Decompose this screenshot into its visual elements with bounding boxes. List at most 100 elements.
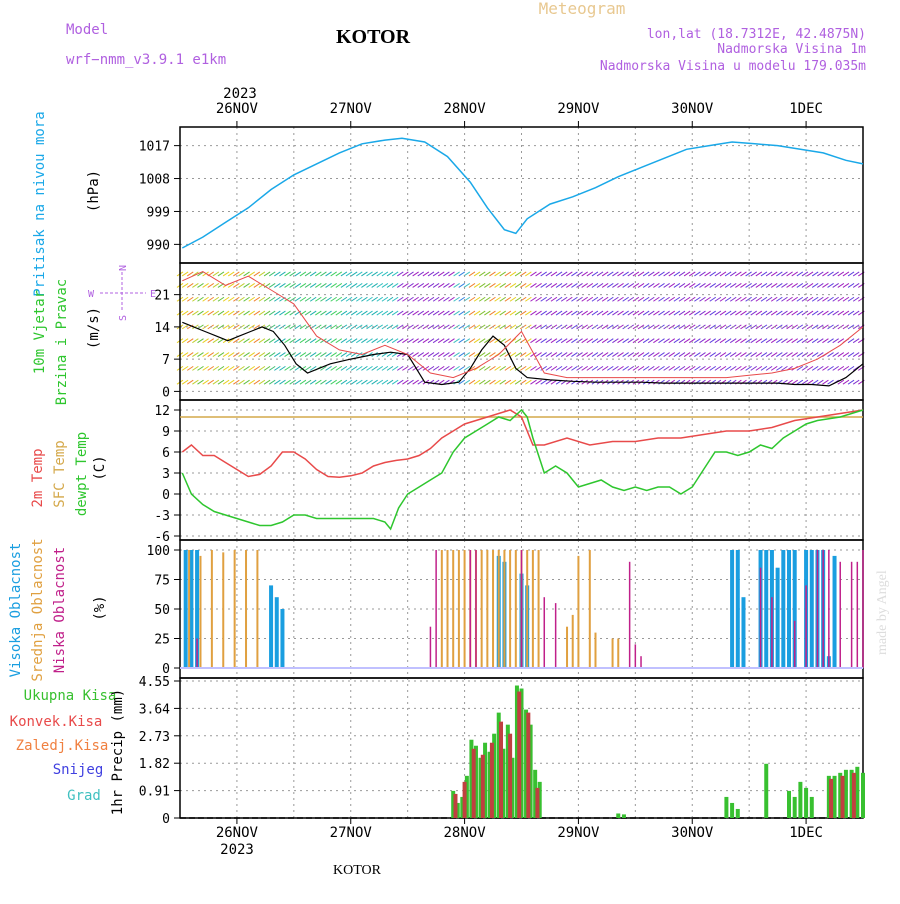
wind-barb [478, 271, 486, 277]
wind-barb [817, 338, 824, 344]
wind-barb [811, 324, 819, 330]
wind-barb [719, 271, 727, 277]
wind-barb [402, 365, 409, 371]
wind-barb [227, 271, 235, 277]
wind-barb [622, 310, 629, 316]
wind-barb [279, 271, 286, 277]
wind-barb [719, 338, 727, 344]
wind-barb [791, 310, 798, 316]
wind-barb [376, 283, 384, 288]
wind-barb [284, 310, 291, 316]
wind-barb [468, 283, 476, 288]
wind-barb [325, 365, 332, 371]
wind-barb [386, 296, 394, 302]
wind-barb [181, 310, 189, 316]
wind-barb [340, 310, 348, 316]
wind-barb [827, 352, 834, 357]
wind-barb [350, 338, 358, 344]
wind-barb [612, 310, 619, 316]
wind-barb [325, 379, 332, 385]
wind-barb [453, 365, 460, 371]
wind-barb [238, 283, 245, 288]
wind-barb [376, 338, 384, 344]
wind-barb [525, 271, 532, 277]
wind-barb [330, 338, 337, 344]
temperature-ytick-label: 9 [162, 425, 170, 440]
wind-barb [192, 379, 199, 385]
wind-barb [478, 296, 486, 302]
wind-barb [494, 296, 501, 302]
precip-bar [861, 772, 865, 818]
wind-barb [217, 365, 225, 371]
wind-barb [304, 283, 312, 288]
cloud-ytick-label: 50 [154, 603, 170, 618]
wind-barb [852, 310, 860, 316]
wind-barb [356, 365, 363, 371]
wind-barb [443, 310, 450, 316]
wind-barb [683, 283, 691, 288]
wind-barb [197, 365, 204, 371]
wind-barb [345, 338, 353, 344]
wind-barb [617, 338, 624, 344]
wind-barb [653, 271, 660, 277]
wind-barb [366, 310, 373, 316]
wind-barb [356, 296, 363, 302]
wind-barb [463, 365, 471, 371]
wind-barb [647, 271, 655, 277]
wind-barb [432, 324, 440, 330]
precip-bar [451, 790, 456, 818]
wind-barb [832, 338, 839, 344]
wind-barb [381, 296, 389, 302]
wind-barb [719, 296, 727, 302]
wind-barb [560, 296, 568, 302]
wind-barb [571, 310, 578, 316]
wind-barb [453, 310, 460, 316]
wind-barb [535, 283, 542, 288]
wind-barb [227, 379, 235, 385]
wind-barb [750, 324, 757, 330]
wind-barb [627, 296, 635, 302]
wind-ytick-label: 0 [162, 385, 170, 400]
bottom-x-tick-label: 28NOV [444, 825, 487, 841]
wind-barb [335, 365, 343, 371]
wind-barb [473, 338, 481, 344]
wind-barb [750, 271, 757, 277]
wind-barb [704, 352, 711, 357]
wind-barb [227, 296, 235, 302]
wind-barb [586, 338, 594, 344]
wind-barb [827, 310, 834, 316]
wind-barb [668, 365, 676, 371]
wind-barb [530, 365, 537, 371]
wind-barb [760, 338, 768, 344]
wind-barb [560, 338, 568, 344]
wind-barb [781, 338, 788, 344]
wind-barb [202, 352, 209, 357]
cloud-bar-high [189, 550, 194, 668]
wind-barb [309, 338, 317, 344]
wind-barb [586, 365, 594, 371]
precip-bar [505, 724, 510, 818]
wind-barb [632, 324, 640, 330]
wind-barb [315, 271, 322, 277]
wind-barb [304, 271, 312, 277]
wind-barb [473, 283, 481, 288]
wind-barb [509, 271, 517, 277]
pressure-ylabel: Pritisak na nivou mora [32, 111, 48, 296]
wind-barb [458, 365, 466, 371]
wind-barb [376, 365, 384, 371]
wind-barb [647, 283, 655, 288]
wind-barb [571, 379, 578, 385]
wind-barb [504, 310, 512, 316]
cloud-bar-low [759, 567, 762, 668]
wind-barb [391, 379, 399, 385]
wind-barb [335, 271, 343, 277]
wind-barb [371, 338, 378, 344]
wind-barb [632, 310, 640, 316]
cloud-bar-mid [440, 550, 443, 668]
wind-barb [632, 365, 640, 371]
wind-barb [186, 296, 194, 302]
wind-barb [514, 379, 522, 385]
wind-barb [222, 365, 230, 371]
wind-barb [852, 283, 860, 288]
